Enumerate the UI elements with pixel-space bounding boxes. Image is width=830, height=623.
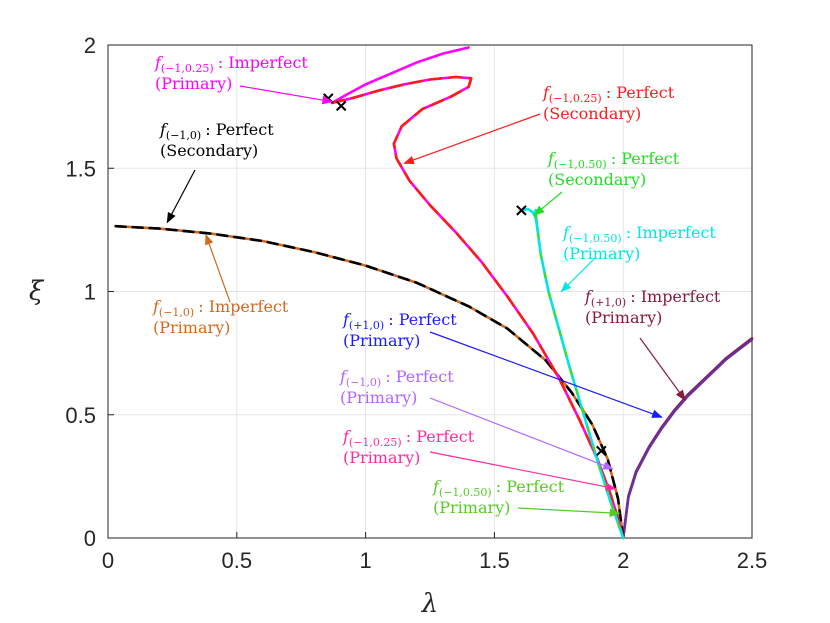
annotation-role: (Secondary) [160, 141, 258, 160]
series-line-6 [330, 75, 625, 540]
annotation-arrow [429, 397, 614, 470]
annotation-title: f(−1,0): Perfect [159, 120, 274, 142]
annotation-arrow [239, 85, 334, 105]
series-line-5 [330, 75, 625, 540]
series-group [114, 46, 754, 540]
y-tick-label: 0.5 [65, 403, 96, 428]
x-marker: × [514, 200, 529, 221]
series-line-1 [621, 338, 754, 540]
annotation-role: (Primary) [563, 244, 640, 263]
y-tick-label: 2 [84, 33, 96, 58]
x-tick-label: 1.5 [479, 548, 510, 573]
y-tick-label: 0 [84, 526, 96, 551]
series-line-0 [621, 336, 754, 540]
annotation-arrow [533, 191, 563, 216]
series-line-3 [114, 224, 625, 540]
annotation-title: f(−1,0.25): Perfect [542, 83, 675, 105]
annotation-arrow [403, 113, 541, 165]
annotation-role: (Primary) [585, 308, 662, 327]
x-marker: × [594, 440, 609, 461]
annotation-a10: f(−1,0.25): Perfect(Primary) [342, 427, 475, 467]
annotation-a5: f(−1,0.50): Imperfect(Primary) [562, 223, 716, 263]
annotation-role: (Primary) [155, 74, 232, 93]
annotation-a7: f(+1,0): Imperfect(Primary) [584, 287, 721, 327]
annotation-role: (Primary) [153, 318, 230, 337]
x-tick-label: 0 [102, 548, 114, 573]
annotation-a4: f(−1,0.50): Perfect(Secondary) [547, 149, 680, 189]
annotation-title: f(−1,0): Perfect [339, 367, 454, 389]
annotation-a9: f(−1,0): Perfect(Primary) [339, 367, 454, 407]
annotation-arrow [560, 257, 596, 293]
x-tick-label: 1 [359, 548, 371, 573]
annotation-arrow [429, 451, 617, 492]
annotation-group: f(−1,0.25): Imperfect(Primary)f(−1,0): P… [152, 53, 721, 517]
annotation-arrow [429, 331, 663, 418]
y-tick-label: 1 [84, 280, 96, 305]
annotation-a6: f(−1,0): Imperfect(Primary) [152, 297, 289, 337]
x-tick-label: 2.5 [737, 548, 768, 573]
marker-group: ×××× [321, 88, 609, 461]
annotation-title: f(−1,0.50): Imperfect [562, 223, 716, 245]
annotation-role: (Primary) [343, 448, 420, 467]
annotation-title: f(−1,0): Imperfect [152, 297, 289, 319]
annotation-role: (Secondary) [543, 104, 641, 123]
annotation-arrow [166, 169, 196, 224]
annotation-role: (Secondary) [548, 170, 646, 189]
annotation-role: (Primary) [340, 388, 417, 407]
annotation-arrow [517, 507, 621, 518]
annotation-a11: f(−1,0.50): Perfect(Primary) [432, 477, 565, 517]
series-line-4 [330, 46, 470, 105]
x-tick-label: 2 [617, 548, 629, 573]
y-axis-label: ξ [29, 277, 45, 307]
y-tick-label: 1.5 [65, 156, 96, 181]
axis-ticks: 0 0.5 1 1.5 2 2.5 0 0.5 1 1.5 2 [65, 33, 767, 573]
annotation-a1: f(−1,0.25): Imperfect(Primary) [154, 53, 308, 93]
annotation-a8: f(+1,0): Perfect(Primary) [342, 310, 457, 350]
x-axis-label: λ [421, 589, 438, 619]
annotation-a3: f(−1,0.25): Perfect(Secondary) [542, 83, 675, 123]
series-line-9 [534, 208, 625, 540]
annotation-arrow [205, 233, 231, 303]
annotation-role: (Primary) [343, 331, 420, 350]
x-marker: × [334, 95, 349, 116]
annotation-title: f(−1,0.50): Perfect [432, 477, 565, 499]
arrow-group [166, 85, 686, 518]
x-tick-label: 0.5 [222, 548, 253, 573]
annotation-title: f(+1,0): Perfect [342, 310, 457, 332]
annotation-a2: f(−1,0): Perfect(Secondary) [159, 120, 274, 160]
annotation-title: f(+1,0): Imperfect [584, 287, 721, 309]
annotation-role: (Primary) [433, 498, 510, 517]
annotation-title: f(−1,0.25): Imperfect [154, 53, 308, 75]
annotation-title: f(−1,0.25): Perfect [342, 427, 475, 449]
annotation-arrow [639, 337, 686, 401]
annotation-title: f(−1,0.50): Perfect [547, 149, 680, 171]
